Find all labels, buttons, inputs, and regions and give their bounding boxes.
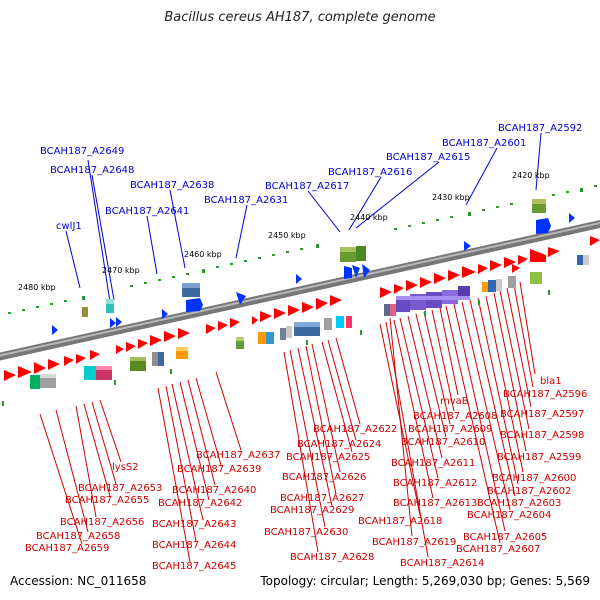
gene-label: BCAH187_A2631 bbox=[204, 195, 288, 206]
genome-summary-text: Topology: circular; Length: 5,269,030 bp… bbox=[260, 574, 590, 588]
gene-label: BCAH187_A2604 bbox=[467, 510, 551, 521]
minus-strand-blocks bbox=[30, 272, 542, 389]
gene-label: BCAH187_A2649 bbox=[40, 146, 124, 157]
gene-label: BCAH187_A2627 bbox=[280, 493, 364, 504]
gene-label: BCAH187_A2615 bbox=[386, 152, 470, 163]
gene-label: BCAH187_A2612 bbox=[393, 478, 477, 489]
gene-label: BCAH187_A2600 bbox=[492, 473, 576, 484]
gene-label: BCAH187_A2619 bbox=[372, 537, 456, 548]
gene-label: BCAH187_A2625 bbox=[286, 452, 370, 463]
gene-label: BCAH187_A2598 bbox=[500, 430, 584, 441]
gene-label: BCAH187_A2628 bbox=[290, 552, 374, 563]
gene-label: BCAH187_A2618 bbox=[358, 516, 442, 527]
gene-label: BCAH187_A2624 bbox=[297, 439, 381, 450]
gene-label: BCAH187_A2626 bbox=[282, 472, 366, 483]
scale-label: 2420 kbp bbox=[512, 171, 550, 180]
gene-label: BCAH187_A2608 bbox=[413, 411, 497, 422]
gene-label: mvaB bbox=[440, 396, 469, 407]
gene-label: BCAH187_A2643 bbox=[152, 519, 236, 530]
gene-label: BCAH187_A2603 bbox=[477, 498, 561, 509]
gene-label: cwlJ1 bbox=[56, 221, 82, 232]
map-title: Bacillus cereus AH187, complete genome bbox=[164, 10, 436, 25]
gene-label: BCAH187_A2641 bbox=[105, 206, 189, 217]
gene-label: BCAH187_A2638 bbox=[130, 180, 214, 191]
scale-label: 2440 kbp bbox=[350, 213, 388, 222]
gene-label: BCAH187_A2656 bbox=[60, 517, 144, 528]
gene-label: BCAH187_A2609 bbox=[408, 424, 492, 435]
scale-label: 2430 kbp bbox=[432, 193, 470, 202]
gene-label: BCAH187_A2648 bbox=[50, 165, 134, 176]
gene-label: BCAH187_A2605 bbox=[463, 532, 547, 543]
scale-labels: 2420 kbp 2430 kbp 2440 kbp 2450 kbp 2460… bbox=[18, 171, 550, 292]
gene-label: BCAH187_A2610 bbox=[401, 437, 485, 448]
bottom-leader-lines bbox=[39, 281, 536, 563]
gene-label: BCAH187_A2655 bbox=[65, 495, 149, 506]
gene-label: BCAH187_A2599 bbox=[497, 452, 581, 463]
gene-label: BCAH187_A2607 bbox=[456, 544, 540, 555]
gene-label: BCAH187_A2653 bbox=[78, 483, 162, 494]
scale-ticks bbox=[2, 185, 597, 406]
gene-label: BCAH187_A2622 bbox=[313, 424, 397, 435]
gene-label: BCAH187_A2637 bbox=[196, 450, 280, 461]
gene-label: BCAH187_A2611 bbox=[391, 458, 475, 469]
minus-strand-genes bbox=[4, 236, 600, 381]
plus-strand-genes bbox=[52, 213, 575, 335]
plus-strand-blocks bbox=[82, 199, 589, 317]
gene-label: bla1 bbox=[540, 376, 562, 387]
genome-backbone bbox=[0, 220, 600, 361]
gene-label: BCAH187_A2597 bbox=[500, 409, 584, 420]
gene-label: BCAH187_A2596 bbox=[503, 389, 587, 400]
top-leader-lines bbox=[65, 132, 542, 303]
scale-label: 2460 kbp bbox=[184, 250, 222, 259]
gene-label: BCAH187_A2644 bbox=[152, 540, 236, 551]
gene-label: BCAH187_A2640 bbox=[172, 485, 256, 496]
gene-label: BCAH187_A2642 bbox=[158, 498, 242, 509]
scale-label: 2480 kbp bbox=[18, 283, 56, 292]
gene-label: BCAH187_A2658 bbox=[36, 531, 120, 542]
accession-text: Accession: NC_011658 bbox=[10, 574, 147, 588]
gene-label: BCAH187_A2617 bbox=[265, 181, 349, 192]
gene-label: BCAH187_A2616 bbox=[328, 167, 412, 178]
scale-label: 2450 kbp bbox=[268, 231, 306, 240]
gene-label: BCAH187_A2602 bbox=[487, 486, 571, 497]
bottom-gene-labels: bla1 BCAH187_A2596 BCAH187_A2597 BCAH187… bbox=[25, 376, 587, 572]
gene-label: BCAH187_A2601 bbox=[442, 138, 526, 149]
gene-label: BCAH187_A2645 bbox=[152, 561, 236, 572]
gene-label: BCAH187_A2614 bbox=[400, 558, 484, 569]
gene-label: BCAH187_A2659 bbox=[25, 543, 109, 554]
gene-label: BCAH187_A2613 bbox=[393, 498, 477, 509]
gene-label: BCAH187_A2630 bbox=[264, 527, 348, 538]
gene-label: BCAH187_A2592 bbox=[498, 123, 582, 134]
gene-label: BCAH187_A2629 bbox=[270, 505, 354, 516]
scale-label: 2470 kbp bbox=[102, 266, 140, 275]
top-gene-labels: BCAH187_A2592 BCAH187_A2601 BCAH187_A261… bbox=[40, 123, 582, 232]
gene-label: lysS2 bbox=[112, 462, 139, 473]
gene-label: BCAH187_A2639 bbox=[177, 464, 261, 475]
